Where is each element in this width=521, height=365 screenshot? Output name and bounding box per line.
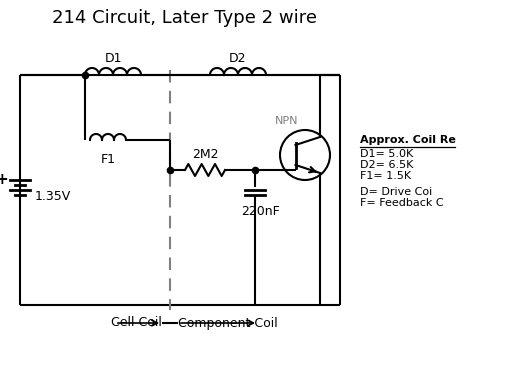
Text: F1= 1.5K: F1= 1.5K	[360, 171, 411, 181]
Text: +: +	[0, 172, 8, 187]
Text: F1: F1	[101, 153, 116, 166]
Text: F= Feedback C: F= Feedback C	[360, 198, 443, 208]
Text: 214 Circuit, Later Type 2 wire: 214 Circuit, Later Type 2 wire	[53, 9, 317, 27]
Text: 2M2: 2M2	[192, 148, 218, 161]
Text: 1.35V: 1.35V	[35, 191, 71, 204]
Text: NPN: NPN	[275, 116, 299, 126]
Text: D1= 5.0K: D1= 5.0K	[360, 149, 413, 159]
Text: D2: D2	[229, 52, 247, 65]
Text: Approx. Coil Re: Approx. Coil Re	[360, 135, 456, 145]
Text: D1: D1	[104, 52, 122, 65]
Text: Component Coil: Component Coil	[178, 316, 278, 330]
Text: 220nF: 220nF	[241, 205, 279, 218]
Text: D= Drive Coi: D= Drive Coi	[360, 187, 432, 197]
Text: D2= 6.5K: D2= 6.5K	[360, 160, 413, 170]
Text: Cell Coil: Cell Coil	[111, 316, 162, 330]
